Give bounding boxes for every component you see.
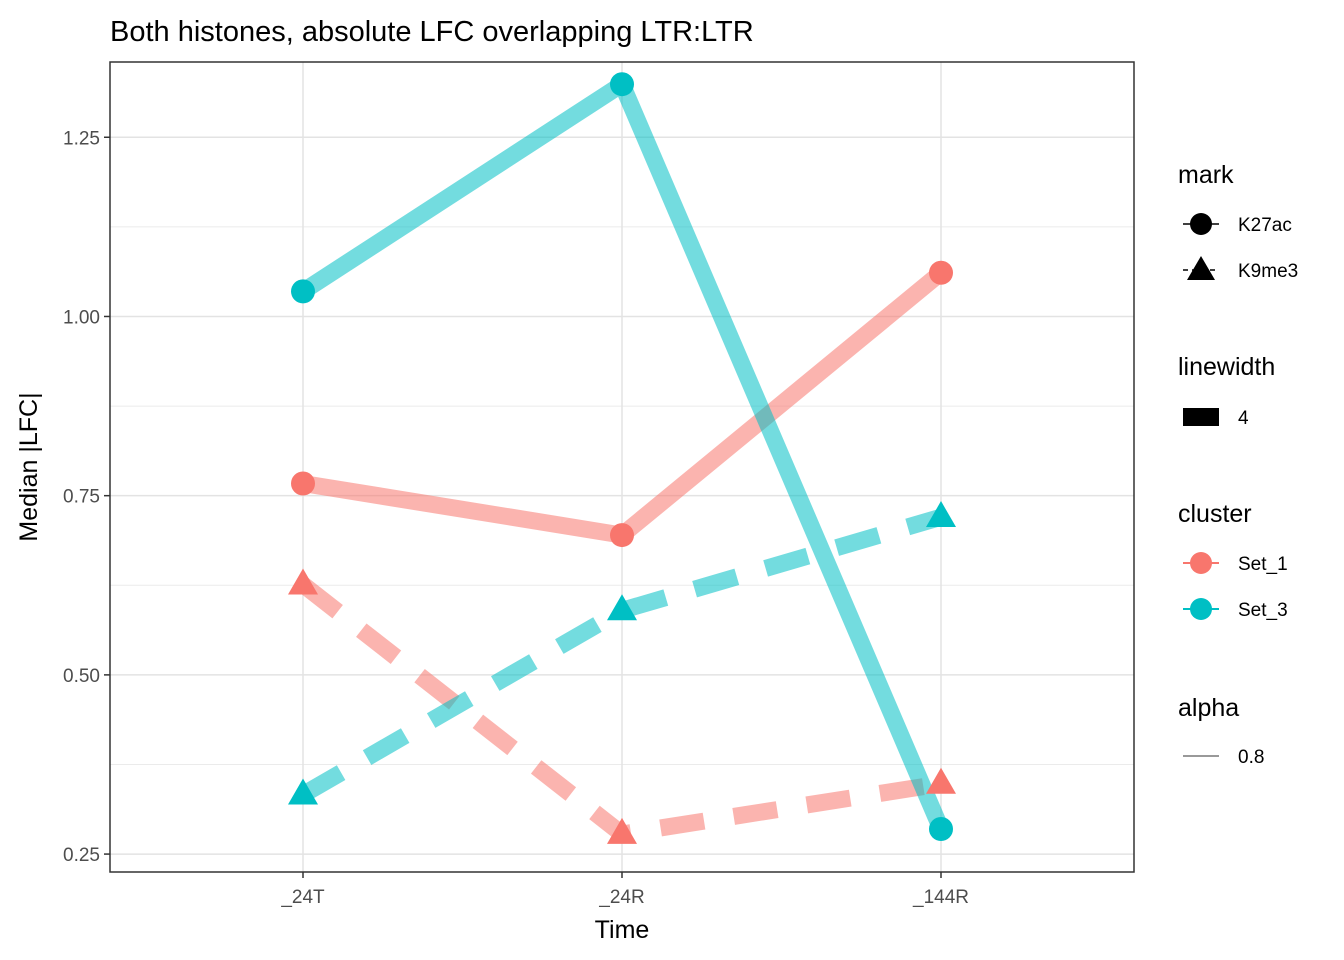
- data-point-set_3-k27ac: [291, 279, 315, 304]
- legend-title-mark: mark: [1178, 161, 1234, 189]
- data-point-set_1-k9me3: [607, 817, 637, 844]
- legend-title-cluster: cluster: [1178, 500, 1252, 528]
- x-tick-label: _24T: [280, 887, 325, 908]
- data-point-set_3-k27ac: [610, 72, 634, 97]
- legend-key-set3: [1183, 598, 1219, 620]
- x-axis-title: Time: [595, 916, 650, 944]
- data-point-set_1-k27ac: [929, 260, 953, 285]
- y-axis-title: Median |LFC|: [15, 392, 43, 541]
- data-point-set_1-k27ac: [610, 523, 634, 548]
- plot-panel: [109, 61, 1135, 873]
- chart-title: Both histones, absolute LFC overlapping …: [110, 16, 754, 48]
- legend-key-k9me3: [1183, 256, 1219, 280]
- x-tick-label: _144R: [912, 887, 969, 908]
- x-axis: _24T _24R _144R: [280, 872, 969, 908]
- grid-major: [110, 62, 1134, 872]
- y-tick-label: 1.00: [63, 307, 100, 328]
- y-tick-label: 0.25: [63, 845, 100, 866]
- data-point-set_1-k27ac: [291, 471, 315, 496]
- legend: mark K27ac K9me3 linewidth 4 cluster Set…: [1178, 161, 1298, 768]
- y-axis: 0.25 0.50 0.75 1.00 1.25: [63, 128, 110, 866]
- legend-label-k27ac: K27ac: [1238, 215, 1292, 236]
- legend-label-linewidth: 4: [1238, 408, 1249, 429]
- legend-key-k27ac: [1183, 213, 1219, 235]
- data-point-set_3-k9me3: [288, 778, 318, 805]
- y-tick-label: 0.75: [63, 487, 100, 508]
- x-tick-label: _24R: [598, 887, 644, 908]
- legend-key-set1: [1183, 552, 1219, 574]
- y-tick-label: 0.50: [63, 666, 100, 687]
- data-point-set_1-k9me3: [926, 767, 956, 794]
- legend-title-linewidth: linewidth: [1178, 353, 1275, 381]
- y-tick-label: 1.25: [63, 128, 100, 149]
- data-point-set_3-k9me3: [607, 594, 637, 621]
- circle-icon: [1190, 213, 1212, 235]
- data-point-set_3-k27ac: [929, 816, 953, 841]
- legend-label-k9me3: K9me3: [1238, 261, 1298, 282]
- legend-title-alpha: alpha: [1178, 694, 1239, 722]
- legend-label-set1: Set_1: [1238, 554, 1288, 575]
- circle-icon: [1190, 598, 1212, 620]
- legend-key-linewidth: [1183, 408, 1219, 426]
- legend-label-set3: Set_3: [1238, 600, 1288, 621]
- legend-label-alpha: 0.8: [1238, 747, 1264, 768]
- series-points: [288, 72, 956, 844]
- data-point-set_3-k9me3: [926, 501, 956, 528]
- triangle-icon: [1187, 256, 1215, 280]
- data-point-set_1-k9me3: [288, 568, 318, 595]
- circle-icon: [1190, 552, 1212, 574]
